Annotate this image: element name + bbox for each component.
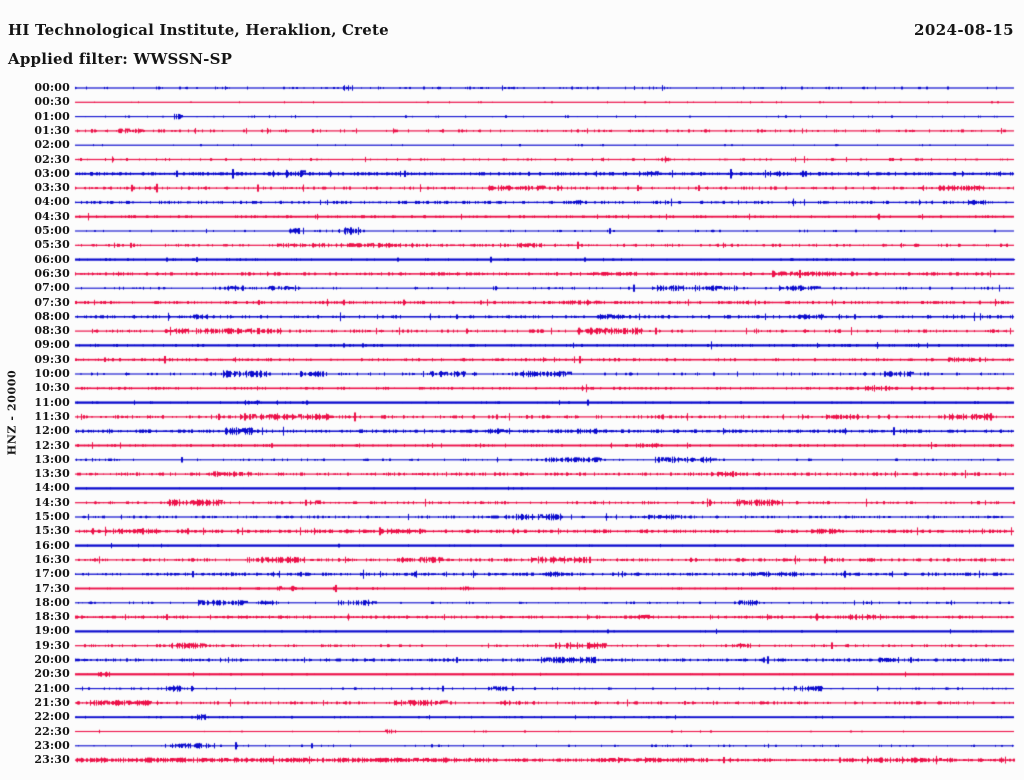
time-label: 18:00 xyxy=(34,595,70,609)
time-label: 07:30 xyxy=(34,295,70,309)
time-label: 15:30 xyxy=(34,524,70,538)
time-label: 02:00 xyxy=(34,138,70,152)
time-label: 10:30 xyxy=(34,381,70,395)
time-label: 01:00 xyxy=(34,109,70,123)
time-label: 12:30 xyxy=(34,438,70,452)
time-label: 08:30 xyxy=(34,324,70,338)
time-label: 16:30 xyxy=(34,552,70,566)
time-label: 21:00 xyxy=(34,681,70,695)
time-label: 03:30 xyxy=(34,181,70,195)
time-label: 13:00 xyxy=(34,452,70,466)
time-label: 07:00 xyxy=(34,281,70,295)
time-label: 09:00 xyxy=(34,338,70,352)
time-label: 06:00 xyxy=(34,252,70,266)
time-label: 17:30 xyxy=(34,581,70,595)
time-label: 15:00 xyxy=(34,509,70,523)
time-label: 17:00 xyxy=(34,567,70,581)
time-label: 08:00 xyxy=(34,309,70,323)
time-label: 10:00 xyxy=(34,366,70,380)
time-label: 06:30 xyxy=(34,266,70,280)
time-label: 20:00 xyxy=(34,652,70,666)
time-label: 23:00 xyxy=(34,738,70,752)
time-label: 05:30 xyxy=(34,238,70,252)
time-label: 23:30 xyxy=(34,753,70,767)
time-label: 11:30 xyxy=(34,409,70,423)
time-label: 16:00 xyxy=(34,538,70,552)
time-label: 14:30 xyxy=(34,495,70,509)
time-label: 00:30 xyxy=(34,95,70,109)
time-label: 02:30 xyxy=(34,152,70,166)
time-label: 22:00 xyxy=(34,710,70,724)
time-label: 18:30 xyxy=(34,610,70,624)
time-label: 11:00 xyxy=(34,395,70,409)
time-label: 20:30 xyxy=(34,667,70,681)
time-label: 19:30 xyxy=(34,638,70,652)
time-label: 22:30 xyxy=(34,724,70,738)
time-label: 05:00 xyxy=(34,223,70,237)
time-label: 03:00 xyxy=(34,166,70,180)
time-label: 14:00 xyxy=(34,481,70,495)
time-label: 04:30 xyxy=(34,209,70,223)
time-label: 00:00 xyxy=(34,80,70,94)
time-label: 01:30 xyxy=(34,123,70,137)
time-label: 21:30 xyxy=(34,695,70,709)
time-label: 13:30 xyxy=(34,467,70,481)
time-label: 09:30 xyxy=(34,352,70,366)
time-label: 19:00 xyxy=(34,624,70,638)
time-label: 04:00 xyxy=(34,195,70,209)
time-label: 12:00 xyxy=(34,424,70,438)
